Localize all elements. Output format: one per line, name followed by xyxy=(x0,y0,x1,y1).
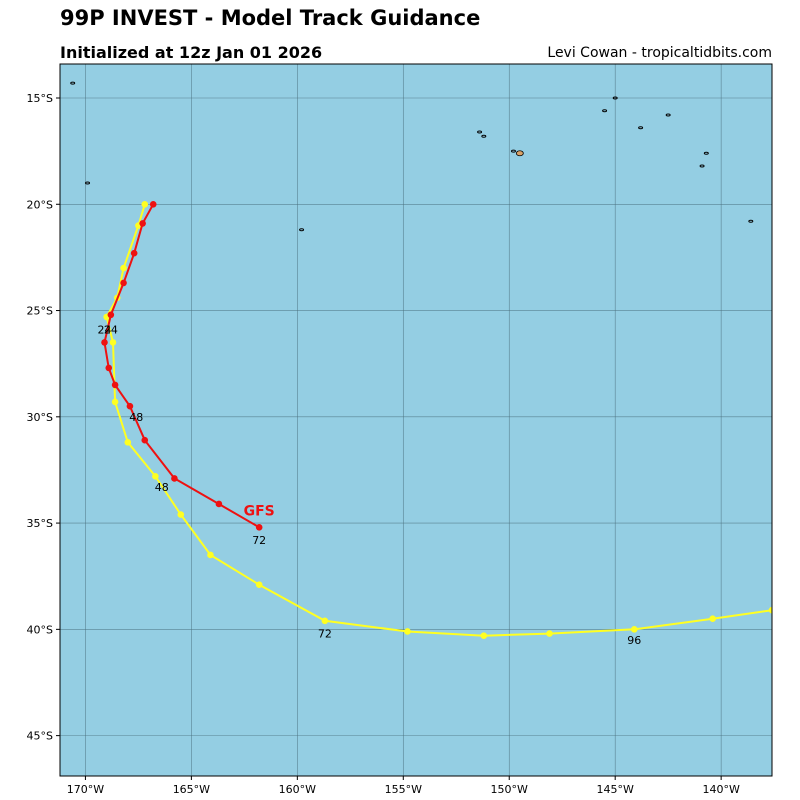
gfs-track-point xyxy=(171,475,178,482)
island xyxy=(612,96,618,100)
lat-tick-label: 25°S xyxy=(27,305,53,318)
island xyxy=(70,81,76,85)
lat-tick-label: 40°S xyxy=(27,623,53,636)
gfs-track-point xyxy=(255,524,263,531)
forecast-hour-label: 48 xyxy=(129,411,143,424)
map-frame xyxy=(59,63,773,777)
yellow-track-point xyxy=(111,398,119,406)
gfs-track-point xyxy=(215,500,223,508)
lon-tick-label: 155°W xyxy=(385,783,422,796)
yellow-track-point xyxy=(768,606,772,614)
island xyxy=(299,228,305,232)
island xyxy=(638,126,644,130)
model-label-gfs: GFS xyxy=(244,503,275,519)
gfs-track-point xyxy=(111,381,119,389)
lat-tick-label: 45°S xyxy=(27,730,53,743)
yellow-track-point xyxy=(321,617,329,625)
yellow-track-point xyxy=(630,626,638,633)
yellow-track-point xyxy=(546,630,553,637)
yellow-track-point xyxy=(709,615,716,623)
yellow-track-point xyxy=(120,264,127,272)
island xyxy=(510,149,516,153)
lon-tick-label: 165°W xyxy=(173,783,210,796)
lat-tick-label: 30°S xyxy=(27,411,53,424)
gfs-track-point xyxy=(107,311,115,319)
lon-tick-label: 150°W xyxy=(491,783,528,796)
credit: Levi Cowan - tropicaltidbits.com xyxy=(547,45,772,61)
tracks-group xyxy=(101,200,772,640)
lon-tick-label: 140°W xyxy=(702,783,739,796)
forecast-hour-label: 72 xyxy=(252,534,266,547)
lon-tick-label: 170°W xyxy=(67,783,104,796)
forecast-hour-label: 24 xyxy=(98,324,112,337)
lon-tick-label: 145°W xyxy=(597,783,634,796)
lon-tick-label: 160°W xyxy=(279,783,316,796)
gfs-track-point xyxy=(126,402,134,410)
island xyxy=(699,164,705,168)
island xyxy=(602,109,608,113)
gfs-track-point xyxy=(149,200,157,208)
init-time: Initialized at 12z Jan 01 2026 xyxy=(60,43,323,62)
yellow-track-point xyxy=(109,339,117,346)
yellow-track-point xyxy=(177,511,185,518)
page-title: 99P INVEST - Model Track Guidance xyxy=(60,6,481,30)
island xyxy=(703,151,709,155)
island xyxy=(477,130,483,134)
yellow-track-point xyxy=(480,632,488,640)
island xyxy=(665,113,671,117)
ocean xyxy=(60,64,772,776)
gfs-track-point xyxy=(101,339,108,346)
yellow-track-point xyxy=(255,581,263,589)
yellow-track-point xyxy=(207,551,214,559)
island-land xyxy=(515,150,524,157)
yellow-track-point xyxy=(152,473,159,480)
forecast-hour-label: 72 xyxy=(318,628,332,641)
gfs-track-point xyxy=(139,220,146,227)
gfs-track-point xyxy=(130,249,138,257)
yellow-track-point xyxy=(124,439,132,446)
forecast-hour-label: 96 xyxy=(627,634,641,647)
gfs-track-point xyxy=(120,279,127,287)
yellow-track-point xyxy=(141,200,149,208)
gfs-track-point xyxy=(105,364,113,372)
gfs-track-point xyxy=(141,436,149,444)
lat-tick-label: 35°S xyxy=(27,517,53,530)
island xyxy=(748,219,754,223)
lat-tick-label: 20°S xyxy=(27,198,53,211)
forecast-hour-label: 48 xyxy=(155,481,169,494)
island xyxy=(481,134,487,138)
lat-tick-label: 15°S xyxy=(27,92,53,105)
yellow-track-point xyxy=(404,628,411,635)
forecast-hour-label: 24 xyxy=(104,324,118,337)
island xyxy=(85,181,91,185)
